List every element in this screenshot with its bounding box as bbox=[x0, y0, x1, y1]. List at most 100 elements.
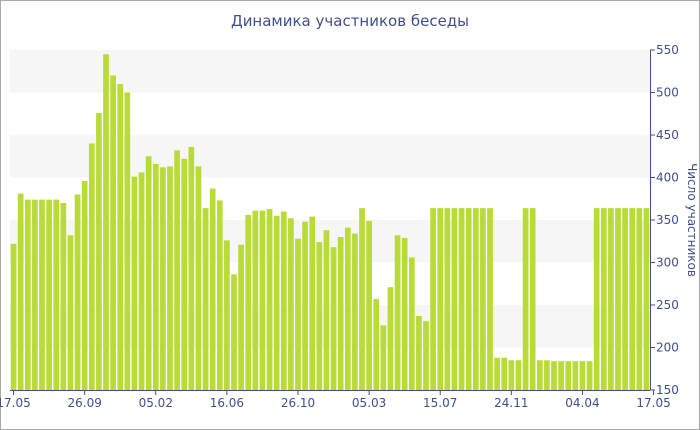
bar bbox=[181, 158, 188, 390]
bar bbox=[472, 208, 479, 390]
bar bbox=[295, 238, 301, 390]
bar bbox=[24, 199, 31, 390]
y-tick-label: 200 bbox=[656, 341, 679, 355]
bar bbox=[96, 112, 102, 391]
bar bbox=[209, 188, 216, 390]
bar bbox=[501, 357, 508, 390]
bar bbox=[579, 361, 586, 390]
bar bbox=[529, 208, 536, 390]
bar bbox=[380, 325, 387, 390]
bar bbox=[600, 208, 607, 390]
bar bbox=[202, 208, 209, 390]
bar bbox=[373, 299, 380, 390]
bar bbox=[39, 199, 45, 390]
x-tick-label: 04.04 bbox=[565, 396, 599, 410]
bar bbox=[266, 208, 273, 390]
bar bbox=[167, 166, 173, 390]
y-tick-label: 450 bbox=[656, 128, 679, 142]
bar bbox=[430, 208, 436, 390]
bar bbox=[323, 230, 330, 390]
x-tick-label: 24.11 bbox=[494, 396, 528, 410]
bar bbox=[238, 244, 244, 390]
bar bbox=[145, 156, 152, 390]
bar bbox=[437, 208, 444, 390]
bar bbox=[423, 321, 429, 390]
bar bbox=[302, 221, 308, 390]
y-tick-label: 500 bbox=[656, 86, 679, 100]
bar bbox=[288, 218, 294, 390]
bar bbox=[32, 199, 38, 390]
bar bbox=[544, 360, 550, 390]
bar bbox=[551, 361, 557, 390]
bar bbox=[309, 216, 316, 390]
y-tick-label: 250 bbox=[656, 298, 679, 312]
y-axis-label: Число участников bbox=[685, 163, 699, 277]
bar bbox=[558, 361, 564, 390]
grid-band bbox=[10, 135, 650, 178]
bar bbox=[593, 208, 600, 390]
bar bbox=[245, 214, 252, 390]
bar bbox=[344, 227, 351, 390]
bar bbox=[252, 210, 259, 390]
bar bbox=[330, 247, 337, 390]
bar bbox=[408, 257, 415, 390]
x-tick-label: 17.05 bbox=[0, 396, 31, 410]
bar bbox=[622, 208, 628, 390]
bar bbox=[629, 208, 636, 390]
grid-band bbox=[10, 305, 650, 348]
bar bbox=[522, 208, 529, 390]
bar bbox=[494, 357, 500, 390]
x-tick-label: 05.03 bbox=[352, 396, 386, 410]
bar bbox=[366, 220, 372, 390]
bar bbox=[636, 208, 643, 390]
bar bbox=[508, 360, 515, 390]
bar bbox=[273, 215, 280, 390]
x-tick-label: 17.05 bbox=[636, 396, 670, 410]
bar bbox=[465, 208, 472, 390]
bar bbox=[74, 194, 81, 390]
bar bbox=[110, 75, 116, 390]
bar bbox=[316, 242, 323, 390]
bar bbox=[138, 172, 145, 390]
bar bbox=[103, 54, 109, 390]
bar bbox=[416, 316, 422, 390]
bar bbox=[17, 193, 24, 390]
bar bbox=[60, 203, 67, 390]
bar bbox=[536, 360, 543, 390]
y-tick-label: 400 bbox=[656, 171, 679, 185]
bar bbox=[337, 237, 344, 390]
bar bbox=[88, 143, 95, 390]
bar bbox=[259, 210, 266, 390]
bar bbox=[352, 233, 358, 390]
grid-band bbox=[10, 220, 650, 263]
bar bbox=[608, 208, 614, 390]
bar bbox=[10, 243, 17, 390]
bar bbox=[280, 211, 287, 390]
bar bbox=[174, 150, 180, 390]
bar bbox=[394, 235, 401, 390]
y-tick-label: 300 bbox=[656, 256, 679, 270]
bar bbox=[451, 208, 458, 390]
chart-title: Динамика участников беседы bbox=[230, 12, 470, 30]
bar bbox=[487, 208, 493, 390]
bar bbox=[53, 199, 60, 390]
bar bbox=[160, 167, 166, 390]
y-tick-label: 150 bbox=[656, 383, 679, 397]
bar bbox=[572, 361, 579, 390]
y-tick-label: 550 bbox=[656, 43, 679, 57]
bar bbox=[643, 208, 650, 390]
bar bbox=[387, 287, 394, 390]
x-tick-label: 15.07 bbox=[423, 396, 457, 410]
bar bbox=[46, 199, 52, 390]
bar bbox=[565, 361, 572, 390]
bar bbox=[188, 146, 195, 390]
bar bbox=[458, 208, 465, 390]
y-tick-label: 350 bbox=[656, 213, 679, 227]
x-tick-label: 16.06 bbox=[210, 396, 244, 410]
grid-band bbox=[10, 50, 650, 93]
bar bbox=[195, 166, 202, 390]
bar bbox=[117, 84, 124, 390]
bar bbox=[359, 208, 365, 390]
bar bbox=[81, 180, 88, 390]
